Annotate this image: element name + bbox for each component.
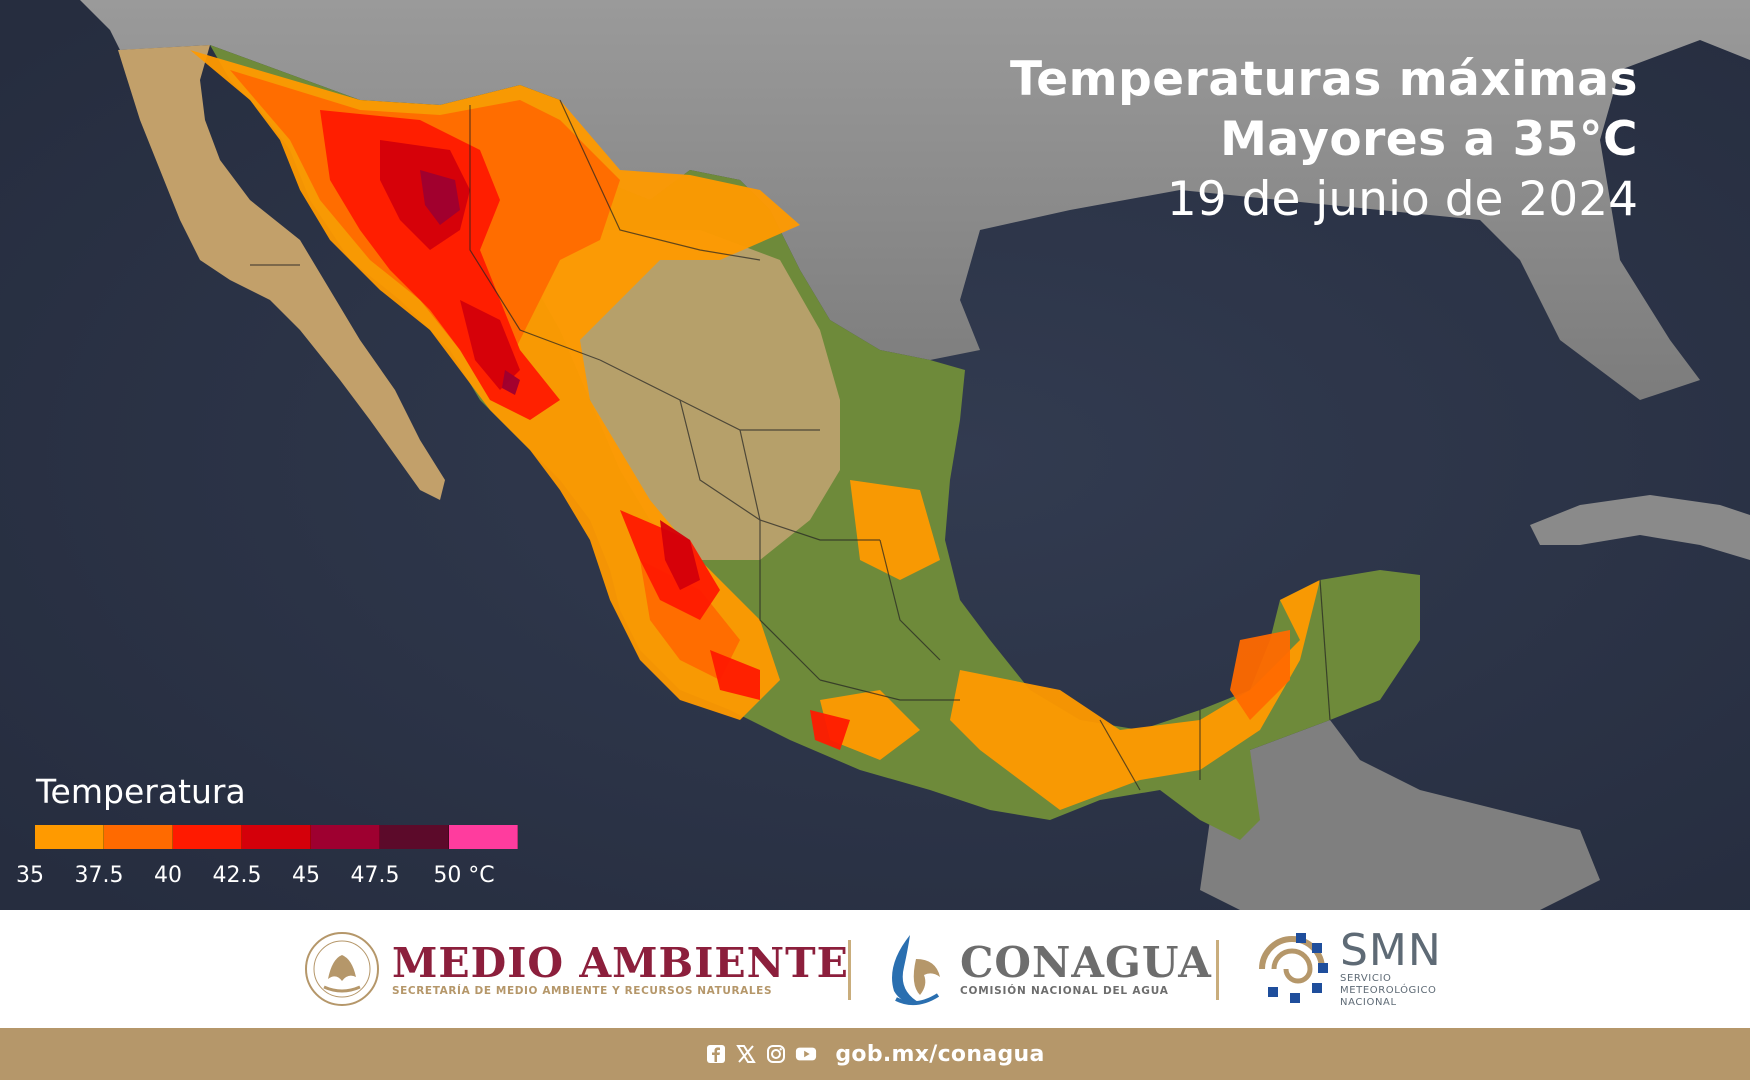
legend-swatch <box>104 825 173 849</box>
baja-california-land <box>118 45 445 500</box>
website-link[interactable]: gob.mx/conagua <box>835 1041 1045 1067</box>
legend-title: Temperatura <box>36 772 246 811</box>
map-graphic <box>0 0 1750 910</box>
smn-subtitle-line-2: METEOROLÓGICO <box>1340 985 1437 996</box>
footer-logos: MEDIO AMBIENTE SECRETARÍA DE MEDIO AMBIE… <box>0 910 1750 1028</box>
legend-swatch <box>242 825 311 849</box>
title-date: 19 de junio de 2024 <box>1166 172 1638 227</box>
cuba-land <box>1530 495 1750 560</box>
legend-tick-label: 35 <box>16 863 44 888</box>
legend-swatch <box>449 825 518 849</box>
legend-swatch <box>35 825 104 849</box>
conagua-subtitle: COMISIÓN NACIONAL DEL AGUA <box>960 985 1169 997</box>
conagua-emblem-icon <box>892 935 940 1006</box>
legend-swatch <box>173 825 242 849</box>
temp-zone-42 <box>380 140 700 590</box>
temp-zone-35-south <box>820 480 1320 810</box>
legend-color-bar <box>35 825 518 849</box>
coat-of-arms-icon <box>305 932 379 1006</box>
legend-tick-label: 45 <box>292 863 320 888</box>
central-america-land <box>1200 720 1600 910</box>
temp-zone-40 <box>320 110 850 750</box>
smn-logo: SMN SERVICIO METEOROLÓGICO NACIONAL <box>1252 910 1442 1028</box>
youtube-icon[interactable] <box>795 1043 817 1065</box>
social-icons <box>705 1043 817 1065</box>
conagua-title: CONAGUA <box>960 938 1212 987</box>
legend-tick-label: 40 <box>154 863 182 888</box>
temp-zone-45 <box>420 170 520 395</box>
facebook-icon[interactable] <box>705 1043 727 1065</box>
map-title: Temperaturas máximas Mayores a 35°C 19 d… <box>1010 50 1638 230</box>
conagua-logo: CONAGUA COMISIÓN NACIONAL DEL AGUA <box>880 910 1212 1028</box>
legend-tick-label: 42.5 <box>212 863 262 888</box>
footer-social-bar: gob.mx/conagua <box>0 1028 1750 1080</box>
medio-ambiente-logo: MEDIO AMBIENTE SECRETARÍA DE MEDIO AMBIE… <box>302 910 849 1028</box>
title-line-2: Mayores a 35°C <box>1220 112 1638 167</box>
medio-ambiente-subtitle: SECRETARÍA DE MEDIO AMBIENTE Y RECURSOS … <box>392 985 773 997</box>
legend-tick-label: 37.5 <box>74 863 124 888</box>
smn-subtitle-line-1: SERVICIO <box>1340 973 1392 984</box>
footer-separator <box>1216 940 1219 1000</box>
legend-swatch <box>311 825 380 849</box>
temp-zone-37 <box>230 70 1290 720</box>
smn-emblem-icon <box>1259 933 1328 1003</box>
state-borders <box>250 99 1331 791</box>
legend-swatch <box>380 825 449 849</box>
legend-tick-label: 50 °C <box>433 863 495 888</box>
legend-tick-label: 47.5 <box>350 863 400 888</box>
usa-land <box>80 0 1750 400</box>
footer-separator <box>848 940 851 1000</box>
smn-title: SMN <box>1340 925 1442 976</box>
smn-subtitle-line-3: NACIONAL <box>1340 997 1397 1008</box>
title-line-1: Temperaturas máximas <box>1009 52 1638 107</box>
temperature-legend: Temperatura 35 37.5 40 42.5 45 47.5 50 °C <box>16 772 518 893</box>
legend-tick-labels: 35 37.5 40 42.5 45 47.5 50 °C <box>16 863 516 893</box>
x-icon[interactable] <box>735 1043 757 1065</box>
instagram-icon[interactable] <box>765 1043 787 1065</box>
temperature-map: Temperaturas máximas Mayores a 35°C 19 d… <box>0 0 1750 910</box>
medio-ambiente-title: MEDIO AMBIENTE <box>392 939 849 987</box>
